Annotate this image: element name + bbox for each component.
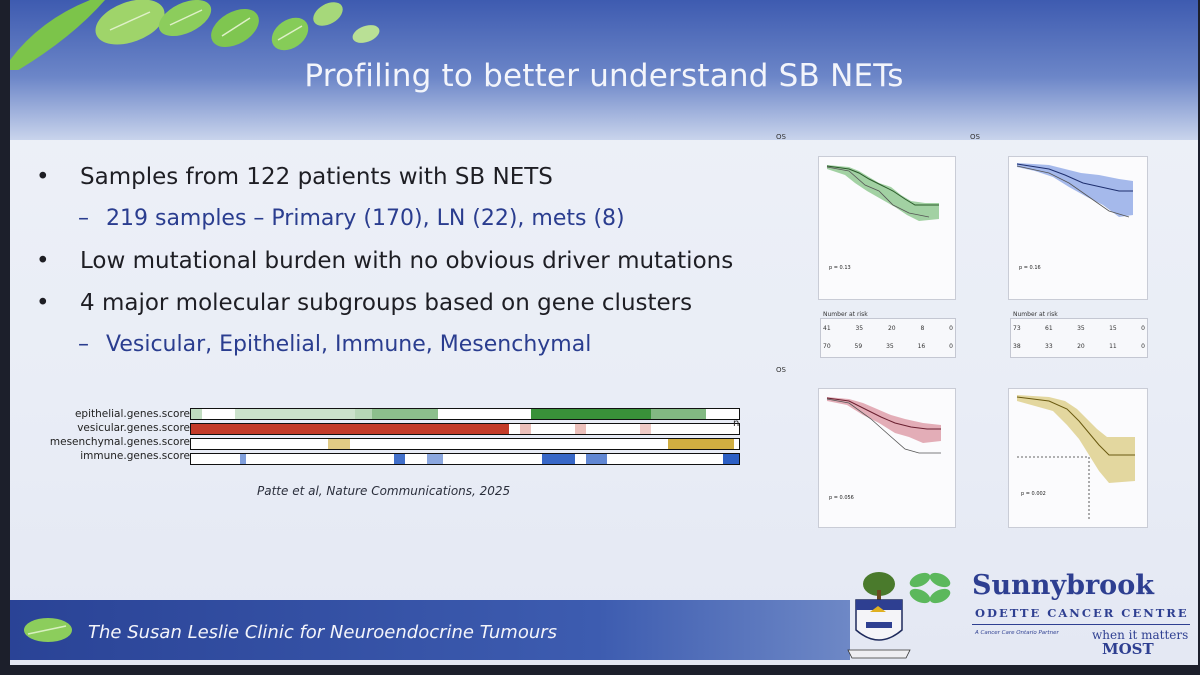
heatmap-cell xyxy=(240,454,246,464)
km-plot-1: p = 0.13 xyxy=(818,156,956,300)
heatmap-cell xyxy=(640,424,652,434)
heatmap-cell xyxy=(530,409,652,419)
heatmap-cell xyxy=(651,409,707,419)
heatmap-row-label: vesicular.genes.score xyxy=(77,422,190,434)
sunnybrook-logo-subtitle: ODETTE CANCER CENTRE xyxy=(975,606,1189,620)
sunnybrook-leaf-icon xyxy=(909,572,951,604)
heatmap-row-label: mesenchymal.genes.score xyxy=(49,436,190,448)
heatmap-cell xyxy=(355,409,372,419)
svg-text:p = 0.002: p = 0.002 xyxy=(1021,491,1046,497)
heatmap-edge-label: n xyxy=(733,418,740,429)
presentation-slide: Profiling to better understand SB NETs S… xyxy=(10,0,1198,665)
citation: Patte et al, Nature Communications, 2025 xyxy=(257,484,511,498)
leaf-decoration-icon xyxy=(10,0,380,70)
sub-bullet-item: – Vesicular, Epithelial, Immune, Mesenchy… xyxy=(78,332,592,357)
footer-band: The Susan Leslie Clinic for Neuroendocri… xyxy=(10,600,850,660)
heatmap-cell xyxy=(722,454,739,464)
bullet-list: Samples from 122 patients with SB NETS –… xyxy=(36,162,796,372)
heatmap-row-label: immune.genes.score xyxy=(80,450,190,462)
heatmap-row-label: epithelial.genes.score xyxy=(74,408,190,420)
footer-text: The Susan Leslie Clinic for Neuroendocri… xyxy=(88,622,558,643)
heatmap-cell xyxy=(585,454,608,464)
logo-divider xyxy=(972,624,1190,625)
heatmap-row-epithelial xyxy=(190,408,740,420)
heatmap-cell xyxy=(574,424,586,434)
bullet-item: Low mutational burden with no obvious dr… xyxy=(36,246,796,288)
heatmap-cell xyxy=(426,454,444,464)
gene-score-heatmap: epithelial.genes.score vesicular.genes.s… xyxy=(30,404,750,474)
title-band xyxy=(10,0,1198,140)
heatmap-cell xyxy=(234,409,356,419)
km-plot-3: p = 0.056 xyxy=(818,388,956,528)
km-plot-4: p = 0.002 xyxy=(1008,388,1148,528)
heatmap-cell xyxy=(371,409,438,419)
heatmap-cell xyxy=(393,454,405,464)
risk-table-2: Number at risk 73 61 35 15 0 38 33 20 11 0 xyxy=(1010,311,1148,358)
svg-text:p = 0.056: p = 0.056 xyxy=(829,495,854,501)
risk-table-1: Number at risk 41 35 20 8 0 70 59 35 16 0 xyxy=(820,311,956,358)
heatmap-row-mesenchymal xyxy=(190,438,740,450)
km-plot-2: p = 0.16 xyxy=(1008,156,1148,300)
heatmap-row-immune xyxy=(190,453,740,465)
heatmap-cell xyxy=(667,439,734,449)
bullet-item: Samples from 122 patients with SB NETS xyxy=(36,162,796,204)
svg-text:p = 0.16: p = 0.16 xyxy=(1019,265,1041,271)
bullet-item: 4 major molecular subgroups based on gen… xyxy=(36,288,796,330)
km-os-label: OS xyxy=(970,133,980,141)
logo-tagline-emphasis: MOST xyxy=(1102,640,1154,658)
km-os-label: OS xyxy=(776,133,786,141)
footer-leaf-icon xyxy=(24,618,72,642)
heatmap-cell xyxy=(519,424,531,434)
sunnybrook-logo-name: Sunnybrook xyxy=(972,570,1154,601)
heatmap-cell xyxy=(191,409,202,419)
km-os-label: OS xyxy=(776,366,786,374)
slide-title: Profiling to better understand SB NETs xyxy=(304,58,904,94)
university-crest-icon xyxy=(847,572,911,659)
logo-tagline: when it matters xyxy=(1092,628,1189,642)
heatmap-row-vesicular xyxy=(190,423,740,435)
heatmap-cell xyxy=(191,424,509,434)
svg-text:p = 0.13: p = 0.13 xyxy=(829,265,851,271)
heatmap-cell xyxy=(541,454,575,464)
heatmap-cell xyxy=(328,439,350,449)
sub-bullet-item: –219 samples – Primary (170), LN (22), m… xyxy=(78,206,625,231)
logo-partner-text: A Cancer Care Ontario Partner xyxy=(975,630,1059,636)
